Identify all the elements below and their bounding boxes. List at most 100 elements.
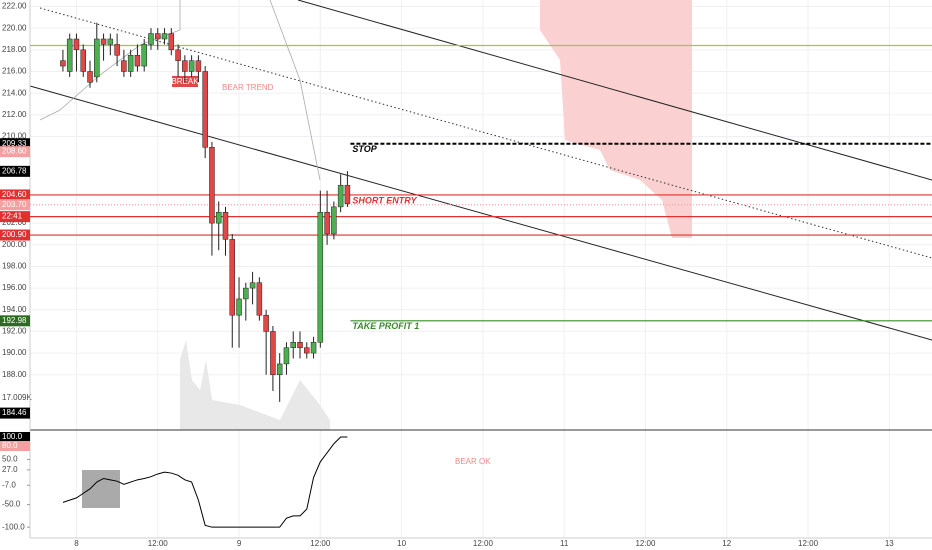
candle-body (107, 38, 114, 45)
y-tick-label: 220.00 (2, 23, 27, 32)
x-tick-label: 8 (74, 539, 79, 548)
candle-body (317, 212, 324, 343)
candle-body (243, 287, 249, 300)
candle-body (60, 60, 66, 67)
price-tag-label: 209.33 (2, 139, 27, 148)
price-tag (0, 431, 30, 442)
candle-body (290, 342, 296, 348)
y-tick-label: 100.0 (2, 432, 23, 441)
level-label: STOP (352, 144, 377, 154)
y-tick-label: 214.00 (2, 88, 27, 97)
y-tick-label: 80.0 (2, 441, 18, 450)
y-tick-label: 192.00 (2, 327, 27, 336)
candle-body (148, 33, 154, 45)
y-tick-label: 27.0 (2, 465, 18, 474)
price-tag-label: 206.78 (2, 166, 27, 175)
price-tag-label: 192.98 (2, 316, 27, 325)
x-tick-label: 10 (397, 539, 406, 548)
x-tick-label: 12:00 (635, 539, 656, 548)
volume-area (180, 340, 330, 430)
channel-line (269, 0, 321, 181)
price-tag-label: 203.70 (2, 200, 27, 209)
price-tag (0, 407, 30, 419)
candle-body (263, 314, 269, 332)
candle-body (304, 347, 310, 354)
candle-body (249, 282, 256, 289)
y-tick-label: 216.00 (2, 67, 27, 76)
x-tick-label: 12:00 (473, 539, 494, 548)
candle-body (161, 33, 168, 40)
y-tick-label: 200.00 (2, 240, 27, 249)
candle-body (222, 212, 229, 240)
y-tick-label: -100.0 (2, 522, 25, 531)
resistance-zone (540, 0, 692, 238)
price-tag (0, 229, 30, 241)
candle-body (256, 282, 263, 316)
x-tick-label: 12:00 (148, 539, 169, 548)
candle-body (276, 363, 283, 376)
price-tag (0, 165, 30, 177)
candle-body (337, 184, 344, 208)
candle-body (182, 60, 188, 72)
volume-label: 17.009K (2, 393, 32, 402)
price-tag (0, 146, 30, 158)
candle-body (209, 147, 215, 224)
price-tag (0, 189, 30, 201)
candle-body (66, 38, 73, 72)
oscillator-annotation: BEAR OK (455, 457, 491, 466)
price-tag (0, 315, 30, 327)
y-tick-label: -50.0 (2, 500, 21, 509)
candle-body (188, 60, 195, 72)
candle-body (202, 71, 208, 148)
candle-body (215, 212, 222, 224)
candle-body (100, 38, 107, 45)
candle-body (141, 44, 147, 67)
trend-line (29, 85, 932, 341)
candle-body (87, 71, 93, 83)
y-tick-label: 210.00 (2, 132, 27, 141)
candle-body (121, 60, 127, 72)
y-tick-label: 50.0 (2, 455, 18, 464)
y-tick-label: 194.00 (2, 305, 27, 314)
y-tick-label: 196.00 (2, 283, 27, 292)
oscillator-box (82, 470, 120, 508)
candle-body (229, 239, 236, 316)
oscillator-line (62, 436, 348, 528)
candle-body (134, 54, 141, 67)
price-tag-label: 208.60 (2, 147, 27, 156)
candle-body (155, 33, 161, 40)
candle-body (168, 33, 175, 51)
y-tick-label: 198.00 (2, 262, 27, 271)
candle-body (175, 49, 181, 61)
y-tick-label: -7.0 (2, 480, 16, 489)
y-tick-label: 218.00 (2, 45, 27, 54)
candle-body (297, 342, 303, 348)
candle-body (114, 44, 120, 56)
price-tag (0, 211, 30, 223)
candle-body (94, 38, 100, 78)
x-tick-label: 12:00 (798, 539, 819, 548)
candle-body (331, 206, 337, 235)
price-tag (0, 441, 30, 452)
x-tick-label: 13 (885, 539, 894, 548)
candle-body (80, 49, 86, 72)
price-tag (0, 138, 30, 150)
candle-body (310, 342, 317, 354)
price-tag-label: 200.90 (2, 230, 27, 239)
candle-body (283, 347, 290, 365)
level-label: SHORT ENTRY (352, 195, 417, 205)
x-tick-label: 11 (560, 539, 569, 548)
y-tick-label: 222.00 (2, 2, 27, 11)
y-tick-label: 190.00 (2, 348, 27, 357)
x-tick-label: 12 (722, 539, 731, 548)
level-label: TAKE PROFIT 1 (352, 321, 419, 331)
candle-body (73, 38, 80, 51)
trend-annotation: BEAR TREND (222, 83, 274, 92)
candle-body (344, 184, 351, 204)
candle-body (324, 212, 330, 235)
candle-body (270, 331, 276, 376)
y-tick-label: 202.00 (2, 218, 27, 227)
x-tick-label: 12:00 (310, 539, 331, 548)
